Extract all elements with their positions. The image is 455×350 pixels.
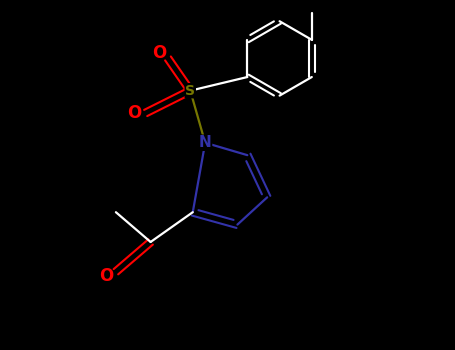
Text: O: O: [99, 267, 113, 285]
Text: O: O: [127, 104, 142, 122]
Text: S: S: [185, 84, 195, 98]
Text: O: O: [152, 44, 166, 62]
Text: N: N: [199, 135, 212, 150]
